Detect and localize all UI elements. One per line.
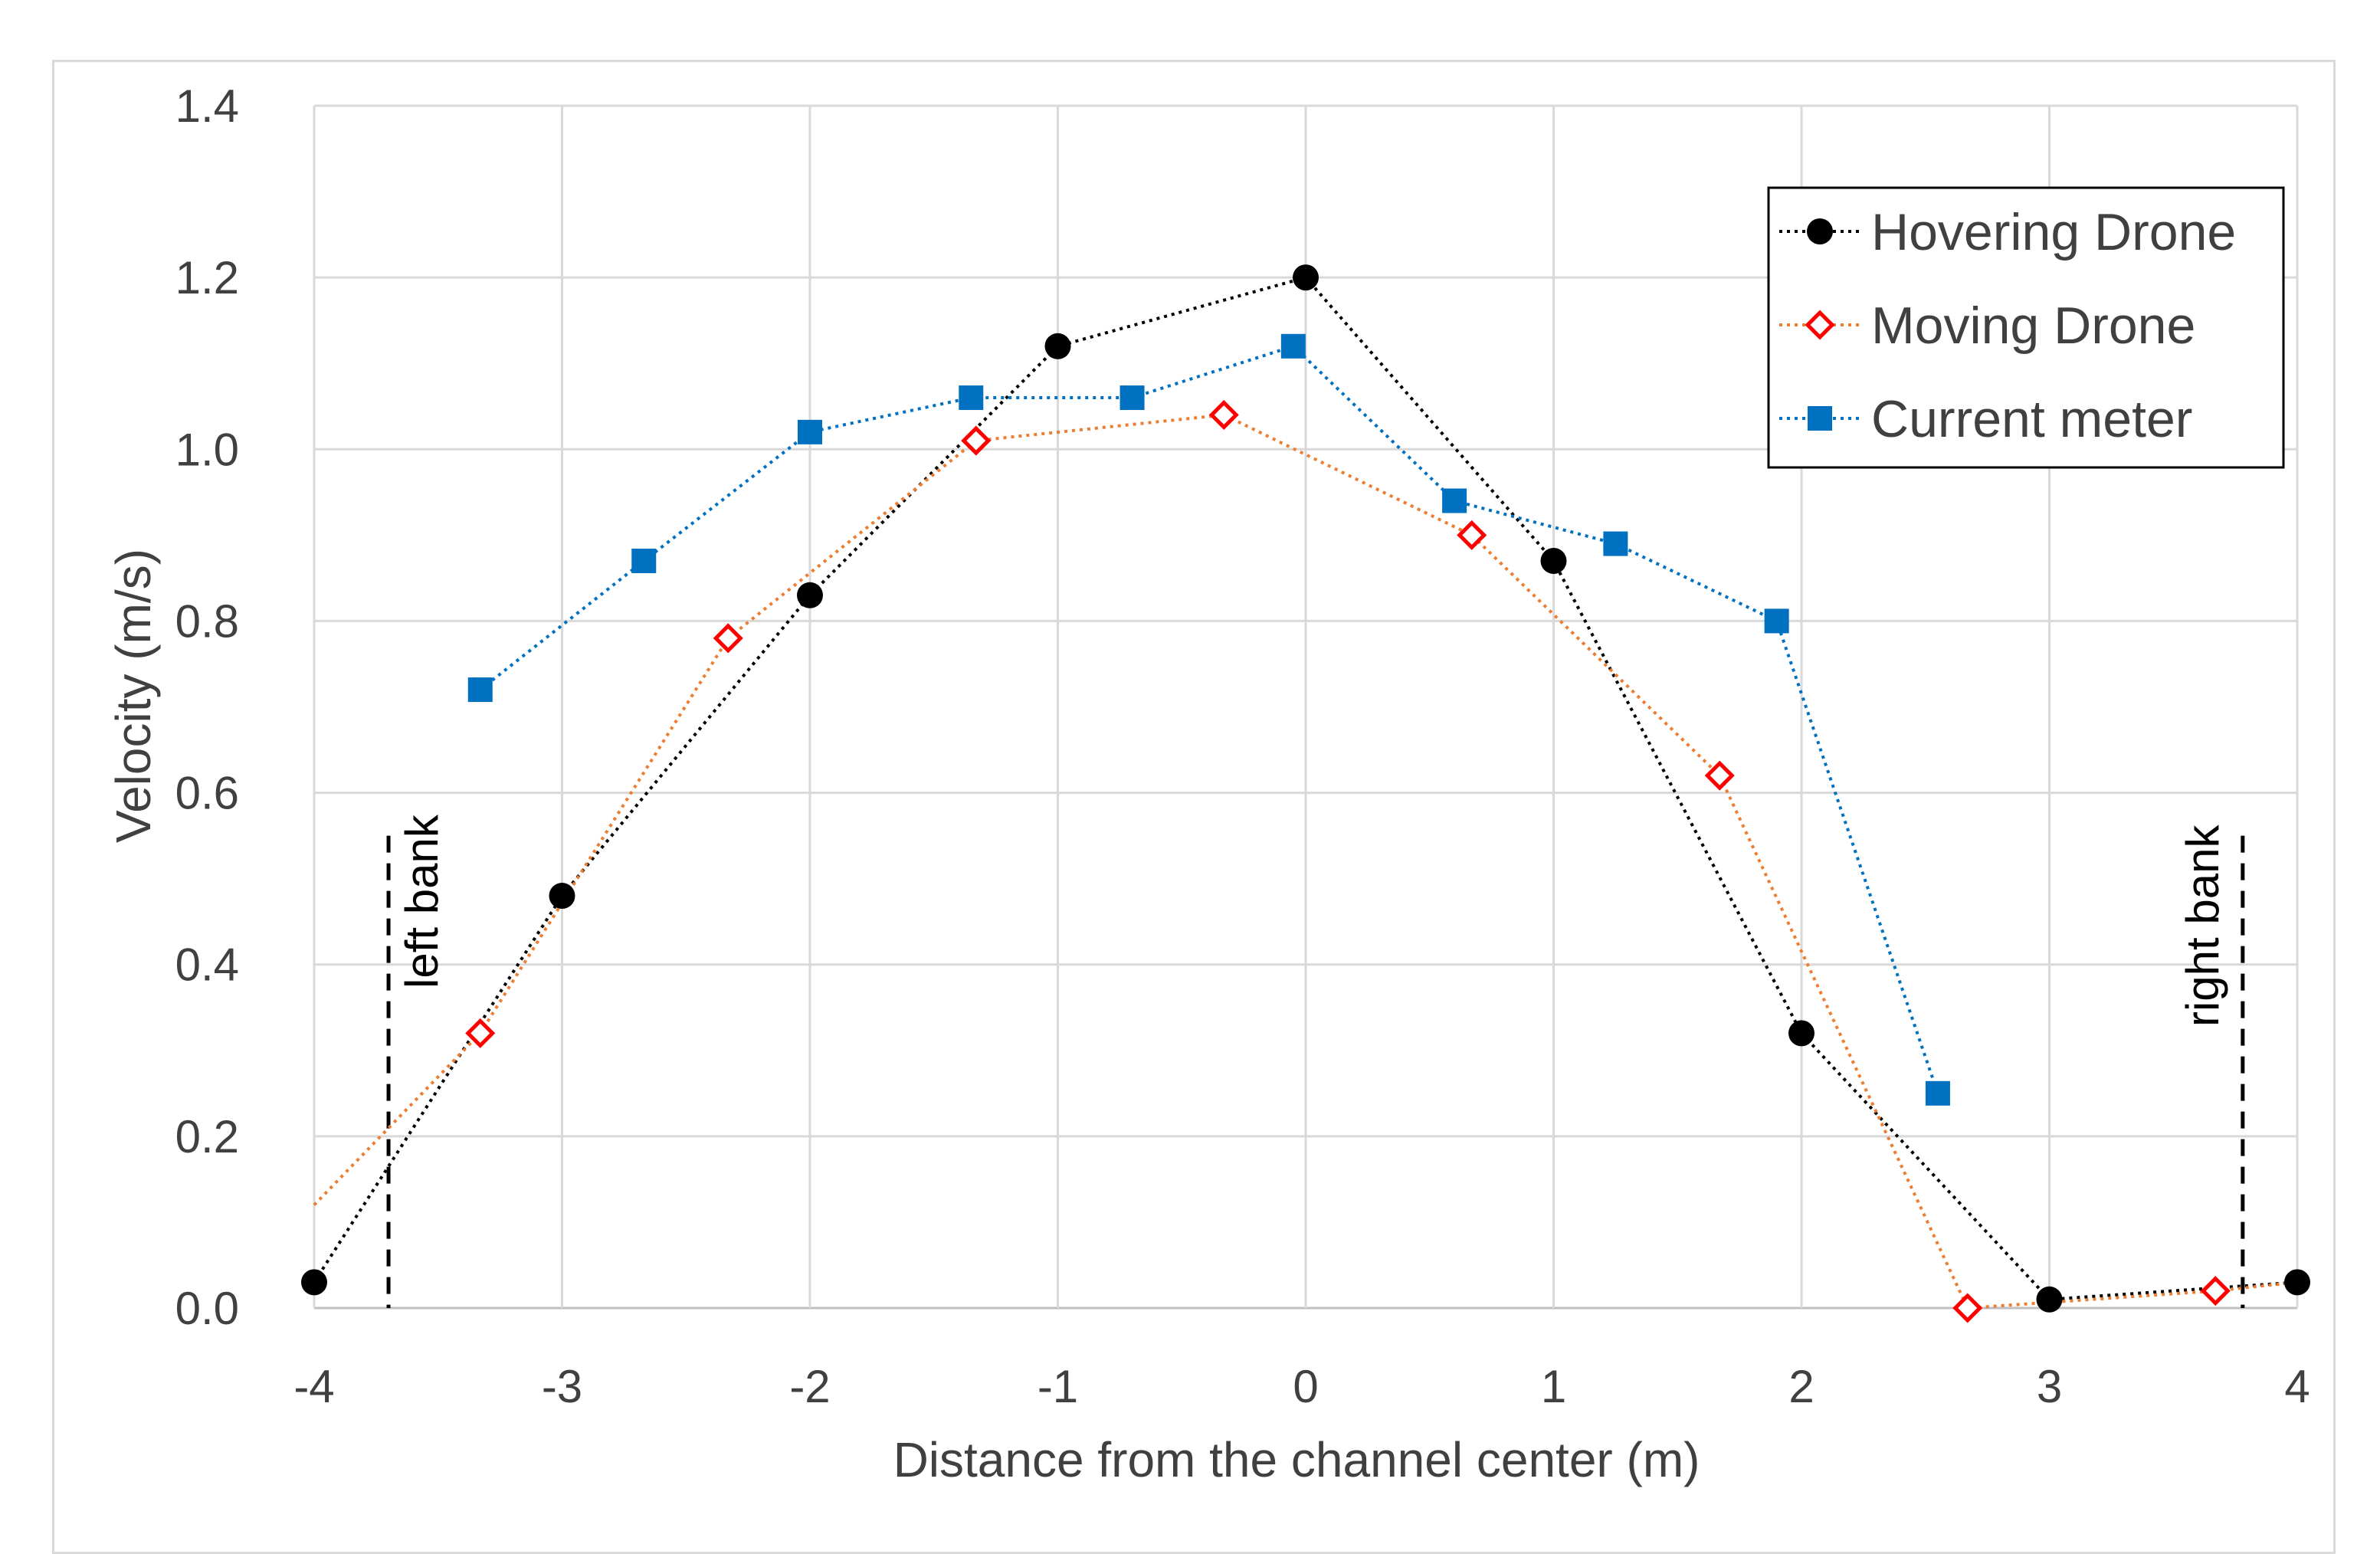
x-tick-label: -2	[789, 1361, 830, 1412]
data-point	[1457, 520, 1487, 550]
y-tick-label: 0.2	[175, 1111, 239, 1162]
legend-label: Current meter	[1871, 390, 2192, 448]
data-point	[301, 1269, 327, 1296]
x-tick-label: 2	[1788, 1361, 1814, 1412]
data-point	[961, 425, 992, 456]
data-point	[1603, 531, 1628, 556]
bank-label: right bank	[2177, 825, 2228, 1027]
x-tick-label: 3	[2037, 1361, 2062, 1412]
data-point	[467, 677, 493, 703]
y-tick-label: 0.4	[175, 939, 239, 991]
y-tick-label: 1.0	[175, 424, 239, 475]
data-point	[1788, 1020, 1815, 1047]
data-point	[2284, 1269, 2310, 1296]
data-point	[798, 419, 822, 444]
y-tick-label: 0.0	[175, 1283, 239, 1334]
x-tick-label: 1	[1541, 1361, 1566, 1412]
legend-marker	[1807, 218, 1833, 244]
data-point	[549, 883, 575, 910]
legend-label: Moving Drone	[1871, 297, 2195, 355]
data-point	[1925, 1080, 1950, 1106]
series-markers	[301, 264, 2310, 1323]
data-point	[2200, 1276, 2231, 1306]
data-point	[1540, 547, 1567, 574]
x-tick-label: 4	[2284, 1361, 2310, 1412]
legend-box	[1767, 186, 2285, 469]
legend-label: Hovering Drone	[1871, 203, 2236, 261]
series-line-2	[479, 344, 1939, 1094]
data-point	[797, 582, 823, 608]
legend: Hovering Drone Moving Drone Current meter	[1767, 186, 2285, 469]
data-point	[1704, 760, 1735, 791]
y-tick-label: 0.6	[175, 768, 239, 819]
data-point	[1764, 608, 1789, 634]
x-axis-ticks: -4 -3 -2 -1 0 1 2 3 4	[293, 1361, 2310, 1412]
y-tick-label: 1.4	[175, 80, 239, 132]
legend-marker	[1805, 310, 1835, 340]
y-tick-label: 1.2	[175, 252, 239, 303]
data-point	[631, 548, 657, 573]
x-tick-label: 0	[1293, 1361, 1318, 1412]
x-tick-label: -1	[1038, 1361, 1078, 1412]
x-tick-label: -4	[293, 1361, 334, 1412]
bank-markers: left bank right bank	[386, 814, 2245, 1308]
data-point	[713, 623, 743, 654]
bank-label: left bank	[396, 814, 447, 988]
data-point	[1280, 333, 1306, 359]
y-axis-title: Velocity (m/s)	[106, 549, 161, 843]
data-point	[959, 385, 984, 411]
data-point	[2036, 1286, 2063, 1313]
data-point	[465, 1018, 496, 1048]
data-point	[1442, 488, 1467, 513]
legend-marker	[1808, 406, 1832, 431]
data-point	[1120, 385, 1145, 411]
data-point	[1044, 333, 1071, 359]
data-point	[1208, 399, 1239, 430]
x-axis-title: Distance from the channel center (m)	[893, 1432, 1700, 1487]
y-axis-ticks: 0.0 0.2 0.4 0.6 0.8 1.0 1.2 1.4	[175, 80, 239, 1334]
data-point	[1293, 264, 1319, 291]
x-tick-label: -3	[542, 1361, 582, 1412]
y-tick-label: 0.8	[175, 595, 239, 647]
data-point	[1952, 1293, 1983, 1323]
